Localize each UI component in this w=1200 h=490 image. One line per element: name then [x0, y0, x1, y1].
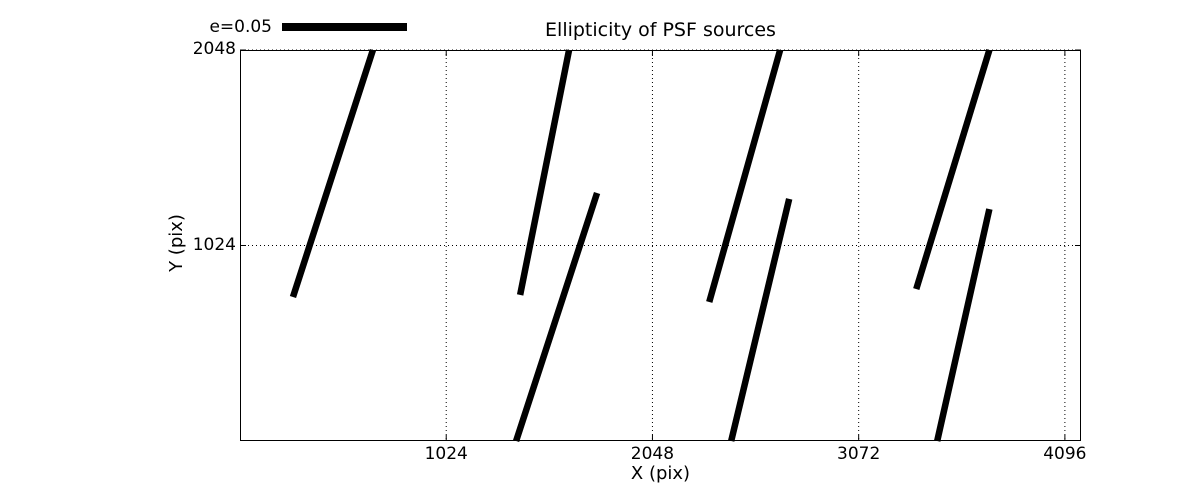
x-axis-label: X (pix) [630, 463, 691, 484]
ellipticity-whisker [934, 208, 993, 442]
ellipticity-whisker [516, 49, 573, 296]
ellipticity-whisker [728, 198, 793, 442]
x-tick-label: 2048 [630, 444, 675, 464]
y-tick-label: 1024 [192, 234, 236, 255]
ellipticity-whisker [289, 48, 377, 299]
ellipticity-whisker [513, 191, 601, 443]
x-tick-label: 4096 [1043, 444, 1087, 464]
legend-label: e=0.05 [209, 17, 272, 37]
y-tick-label: 2048 [192, 39, 236, 59]
x-tick-label: 3072 [837, 444, 881, 464]
x-tick-label: 1024 [424, 444, 468, 464]
plot-title: Ellipticity of PSF sources [545, 19, 776, 41]
ellipticity-whisker [913, 49, 993, 290]
legend-scale-bar [282, 23, 407, 31]
ellipticity-whisker [706, 49, 784, 303]
